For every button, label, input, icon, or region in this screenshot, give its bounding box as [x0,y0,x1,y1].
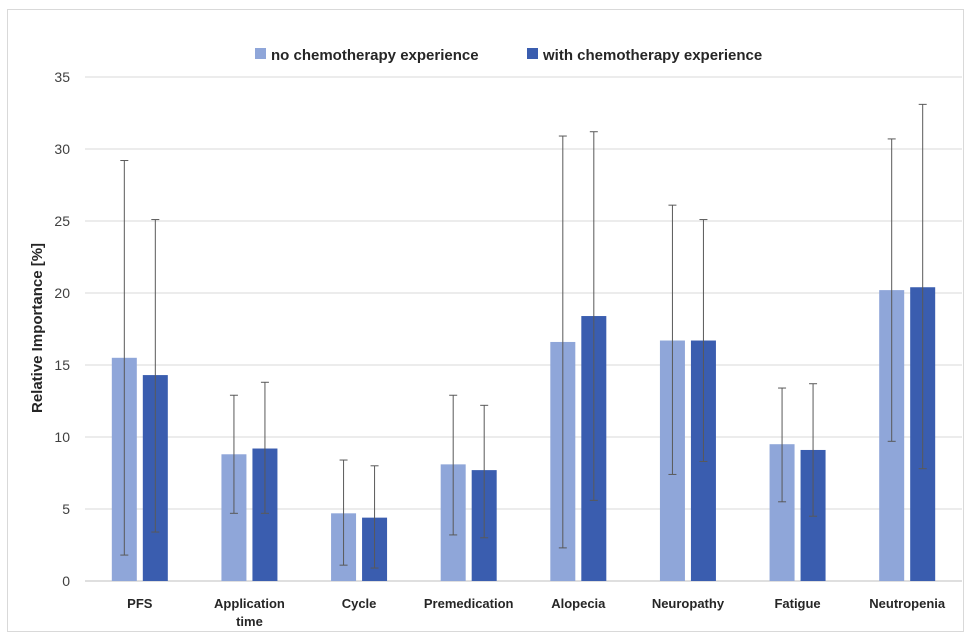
gridlines [85,76,962,582]
x-tick-label: Cycle [342,596,377,611]
x-tick-label: Neutropenia [869,596,946,611]
error-bar [778,387,787,503]
error-bar [151,219,160,533]
y-tick-label: 30 [54,141,70,157]
error-bar [449,394,458,536]
error-bars [120,103,927,569]
legend-label-no-chemo: no chemotherapy experience [271,47,479,64]
error-bar [339,459,348,566]
error-bar [480,404,489,539]
legend: no chemotherapy experience with chemothe… [255,47,762,64]
x-tick-label: time [236,614,263,629]
x-tick-label: Application [214,596,285,611]
legend-label-with-chemo: with chemotherapy experience [542,47,762,64]
error-bar [558,135,567,549]
y-tick-label: 5 [62,501,70,517]
error-bar [120,160,129,556]
y-tick-label: 15 [54,357,70,373]
x-tick-label: Fatigue [774,596,820,611]
y-tick-label: 0 [62,573,70,589]
error-bar [668,204,677,475]
error-bar [887,138,896,442]
error-bar [370,465,379,569]
bars [111,287,936,581]
error-bar [809,383,818,517]
chart-frame [7,9,964,632]
x-tick-label: Neuropathy [652,596,725,611]
legend-swatch-with-chemo [527,48,538,59]
y-axis-label: Relative Importance [%] [29,243,46,413]
legend-swatch-no-chemo [255,48,266,59]
error-bar [699,219,708,462]
x-tick-label: Premedication [424,596,514,611]
x-axis-labels: PFS Application time Cycle Premedication Alop… [127,596,946,629]
x-tick-label: PFS [127,596,153,611]
error-bar [589,131,598,501]
y-tick-label: 10 [54,429,70,445]
y-tick-label: 35 [54,69,70,85]
y-tick-label: 25 [54,213,70,229]
y-axis-ticks: 0 5 10 15 20 25 30 35 [54,69,70,589]
x-tick-label: Alopecia [551,596,606,611]
error-bar [229,394,238,514]
error-bar [918,103,927,470]
error-bar [260,381,269,514]
y-tick-label: 20 [54,285,70,301]
